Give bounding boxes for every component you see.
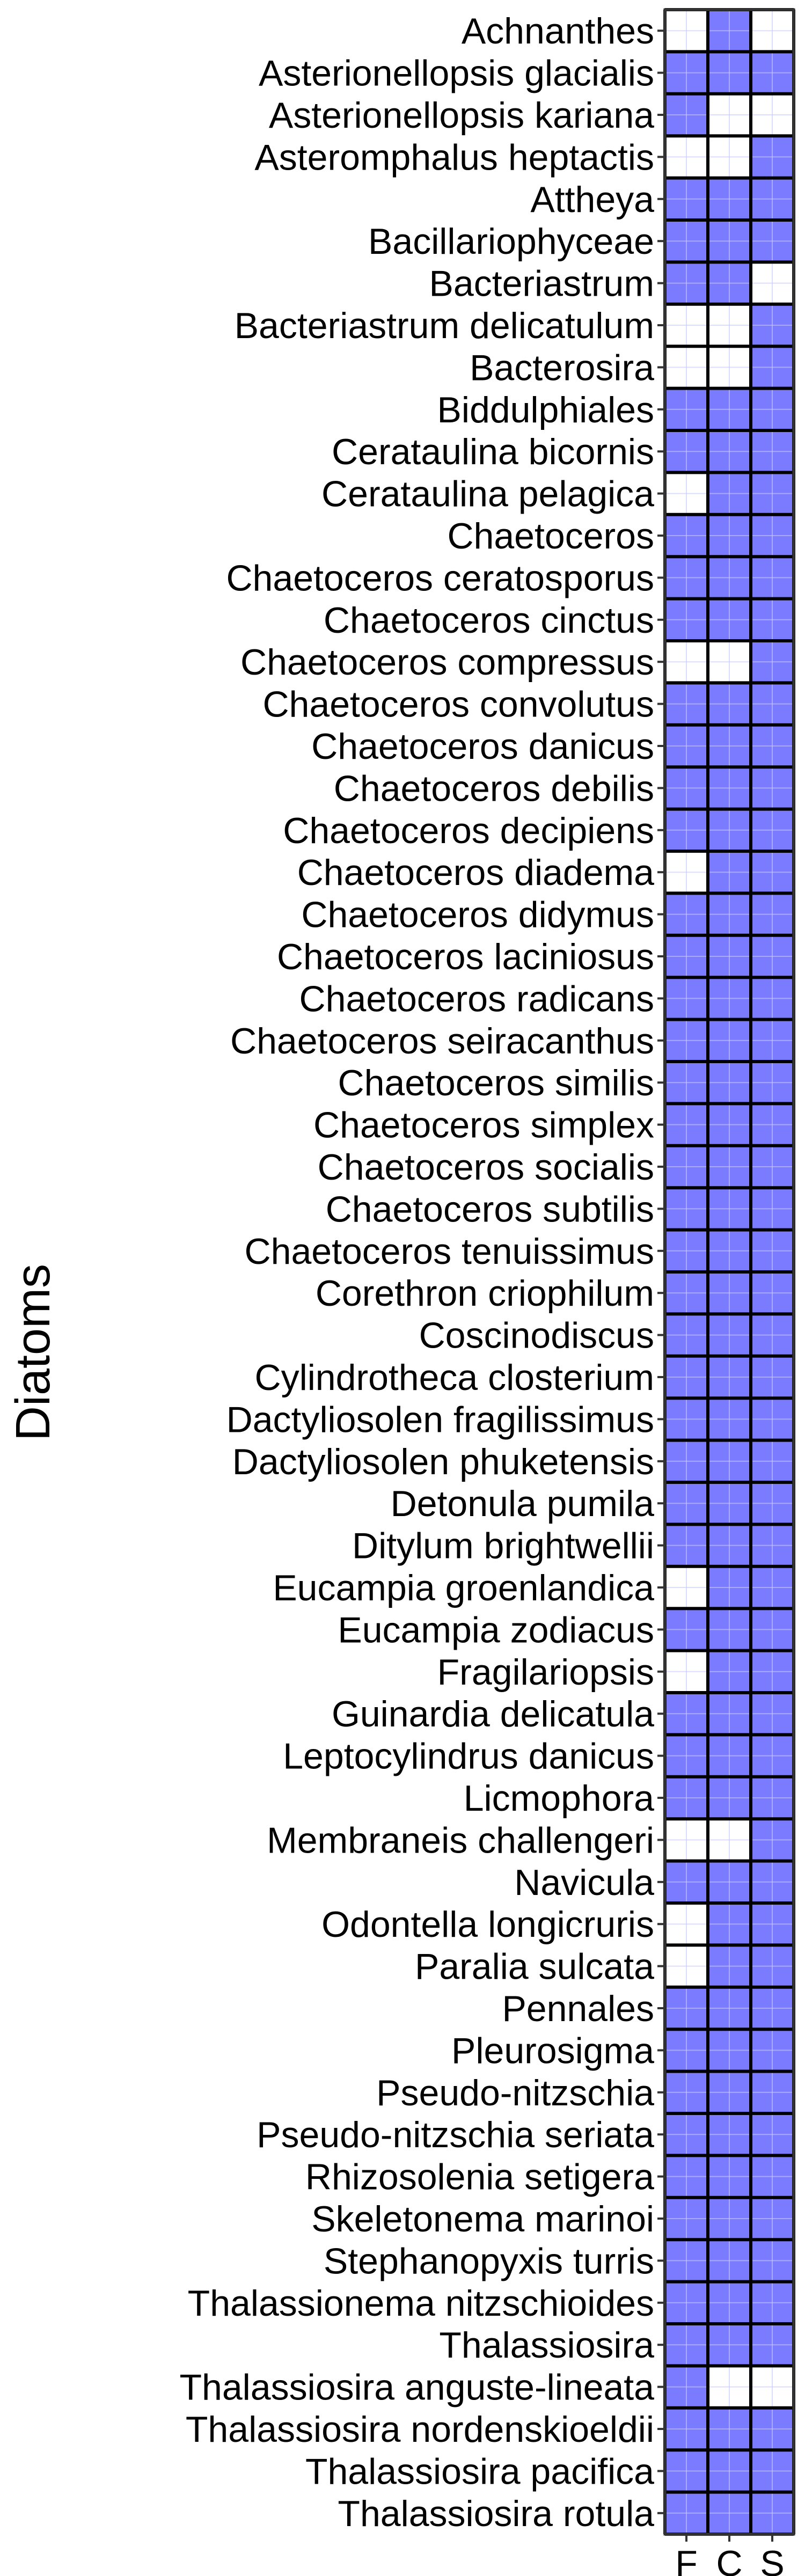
y-tick-label: Cylindrotheca closterium xyxy=(254,1357,654,1398)
y-tick-label: Chaetoceros convolutus xyxy=(262,684,654,725)
y-tick-label: Chaetoceros laciniosus xyxy=(277,936,654,977)
y-tick-label: Navicula xyxy=(514,1862,654,1903)
y-tick-label: Chaetoceros ceratosporus xyxy=(226,558,654,598)
y-tick-label: Chaetoceros cinctus xyxy=(324,600,654,641)
x-tick-label: C xyxy=(716,2543,742,2576)
y-tick-label: Chaetoceros subtilis xyxy=(326,1189,654,1230)
y-tick-label: Pseudo-nitzschia seriata xyxy=(257,2114,654,2155)
y-tick-label: Chaetoceros didymus xyxy=(301,895,654,935)
y-tick-label: Eucampia groenlandica xyxy=(273,1568,654,1608)
y-tick-label: Thalassiosira nordenskioeldii xyxy=(186,2409,654,2450)
y-tick-label: Chaetoceros diadema xyxy=(297,852,654,893)
y-tick-label: Membraneis challengeri xyxy=(267,1820,654,1861)
y-tick-label: Corethron criophilum xyxy=(316,1273,654,1314)
y-tick-label: Dactyliosolen fragilissimus xyxy=(226,1399,654,1440)
y-tick-label: Asterionellopsis kariana xyxy=(269,95,654,136)
y-tick-label: Chaetoceros decipiens xyxy=(283,810,654,851)
y-tick-label: Thalassiosira rotula xyxy=(338,2493,654,2534)
y-tick-label: Thalassiosira pacifica xyxy=(305,2451,654,2492)
y-tick-label: Odontella longicruris xyxy=(321,1904,654,1945)
y-axis-title: Diatoms xyxy=(6,1264,60,1441)
y-tick-label: Dactyliosolen phuketensis xyxy=(232,1441,654,1482)
y-tick-label: Chaetoceros danicus xyxy=(311,726,654,767)
y-tick-label: Pennales xyxy=(502,1988,654,2029)
y-tick-label: Ditylum brightwellii xyxy=(352,1526,654,1567)
y-tick-label: Pseudo-nitzschia xyxy=(376,2073,654,2113)
y-tick-label: Bacteriastrum xyxy=(429,264,654,304)
y-tick-label: Coscinodiscus xyxy=(419,1315,654,1356)
y-tick-label: Chaetoceros compressus xyxy=(240,642,654,683)
x-tick-label: F xyxy=(675,2543,698,2576)
y-tick-label: Guinardia delicatula xyxy=(332,1694,654,1735)
y-tick-label: Chaetoceros seiracanthus xyxy=(230,1021,654,1062)
x-tick-label: S xyxy=(760,2543,784,2576)
y-tick-label: Bacillariophyceae xyxy=(368,221,654,262)
y-tick-label: Attheya xyxy=(530,179,654,220)
y-tick-label: Cerataulina pelagica xyxy=(321,474,654,515)
y-tick-label: Achnanthes xyxy=(462,11,654,52)
y-tick-label: Chaetoceros simplex xyxy=(313,1105,654,1146)
y-tick-label: Biddulphiales xyxy=(437,390,654,430)
y-tick-label: Asteromphalus heptactis xyxy=(254,137,654,178)
y-tick-label: Fragilariopsis xyxy=(437,1652,654,1693)
y-tick-label: Chaetoceros socialis xyxy=(318,1147,654,1188)
y-tick-label: Leptocylindrus danicus xyxy=(283,1736,654,1777)
y-tick-label: Chaetoceros similis xyxy=(338,1063,654,1103)
y-tick-label: Licmophora xyxy=(464,1778,654,1819)
y-tick-label: Bacterosira xyxy=(470,347,654,388)
cell-borders xyxy=(663,8,795,2536)
y-tick-label: Paralia sulcata xyxy=(415,1946,654,1987)
y-tick-label: Detonula pumila xyxy=(391,1483,655,1524)
y-tick-label: Skeletonema marinoi xyxy=(311,2199,654,2240)
y-tick-label: Thalassiosira anguste-lineata xyxy=(180,2367,655,2408)
y-tick-label: Chaetoceros xyxy=(447,516,654,557)
y-tick-label: Pleurosigma xyxy=(451,2030,654,2071)
y-tick-label: Chaetoceros radicans xyxy=(299,978,654,1019)
y-tick-label: Asterionellopsis glacialis xyxy=(259,53,654,94)
y-tick-label: Chaetoceros tenuissimus xyxy=(245,1231,654,1272)
y-tick-label: Thalassionema nitzschioides xyxy=(188,2283,654,2324)
plot-panel-border xyxy=(663,8,795,2536)
y-tick-label: Chaetoceros debilis xyxy=(334,768,654,809)
y-tick-label: Bacteriastrum delicatulum xyxy=(235,305,654,346)
y-tick-label: Rhizosolenia setigera xyxy=(305,2157,654,2198)
y-tick-label: Eucampia zodiacus xyxy=(338,1609,654,1650)
y-tick-label: Thalassiosira xyxy=(439,2325,654,2366)
y-tick-label: Cerataulina bicornis xyxy=(332,431,654,472)
y-tick-label: Stephanopyxis turris xyxy=(324,2241,654,2281)
